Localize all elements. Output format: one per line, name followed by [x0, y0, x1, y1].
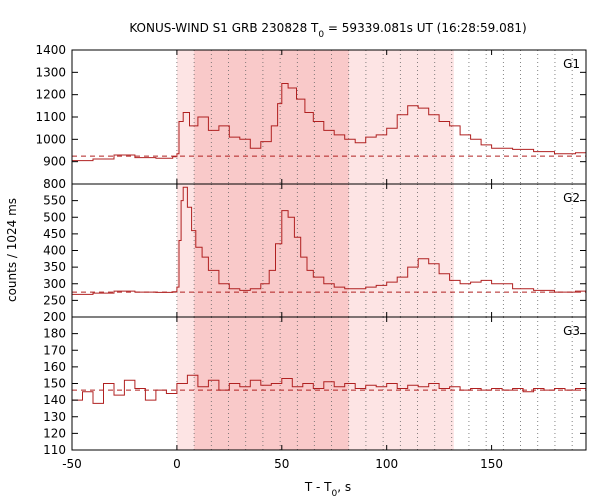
x-tick-label: 50: [274, 457, 289, 471]
panel-g3: 110 120 130 140 150 160 170 180 G3: [43, 316, 587, 457]
y-tick-label: 200: [43, 310, 66, 324]
x-axis-label: T - T0, s: [304, 480, 351, 499]
y-tick-label: 350: [43, 260, 66, 274]
x-tick-label: 100: [375, 457, 398, 471]
shade-interval: [194, 50, 349, 184]
light-curve-g1: [72, 83, 587, 162]
light-curve-g3: [72, 374, 587, 404]
y-tick-label: 110: [43, 443, 66, 457]
shade-interval: [194, 184, 349, 317]
y-tick-label: 1400: [35, 43, 66, 57]
y-tick-label: 400: [43, 244, 66, 258]
y-tick-label: 1000: [35, 132, 66, 146]
y-tick-label: 170: [43, 343, 66, 357]
panel-g1: 800 900 1000 1100 1200 1300 1400 G1: [35, 43, 587, 191]
y-tick-label: 1300: [35, 65, 66, 79]
panel-label: G3: [563, 324, 580, 338]
y-tick-label: 130: [43, 410, 66, 424]
y-tick-label: 140: [43, 393, 66, 407]
shade-interval: [348, 184, 454, 317]
shade-interval: [348, 50, 454, 184]
y-tick-label: 550: [43, 194, 66, 208]
y-tick-label: 900: [43, 155, 66, 169]
y-tick-label: 500: [43, 210, 66, 224]
panel-label: G2: [563, 191, 580, 205]
x-tick-label: -50: [62, 457, 82, 471]
light-curve-g2: [72, 186, 587, 295]
y-tick-label: 450: [43, 227, 66, 241]
x-tick-label: 150: [480, 457, 503, 471]
y-tick-label: 120: [43, 426, 66, 440]
chart-title: KONUS-WIND S1 GRB 230828 T0 = 59339.081s…: [129, 21, 526, 40]
panel-g2: 200 250 300 350 400 450 500 550 G2: [43, 183, 587, 324]
y-tick-label: 160: [43, 360, 66, 374]
y-tick-label: 1200: [35, 88, 66, 102]
x-tick-label: 0: [173, 457, 181, 471]
y-tick-label: 1100: [35, 110, 66, 124]
y-axis-label: counts / 1024 ms: [5, 198, 19, 302]
y-tick-label: 800: [43, 177, 66, 191]
shade-interval: [176, 50, 195, 184]
panels-group: 80090010001100120013001400G1200250300350…: [35, 43, 587, 471]
panel-label: G1: [563, 57, 580, 71]
y-tick-label: 180: [43, 327, 66, 341]
y-tick-label: 150: [43, 377, 66, 391]
y-tick-label: 250: [43, 293, 66, 307]
y-tick-label: 300: [43, 277, 66, 291]
